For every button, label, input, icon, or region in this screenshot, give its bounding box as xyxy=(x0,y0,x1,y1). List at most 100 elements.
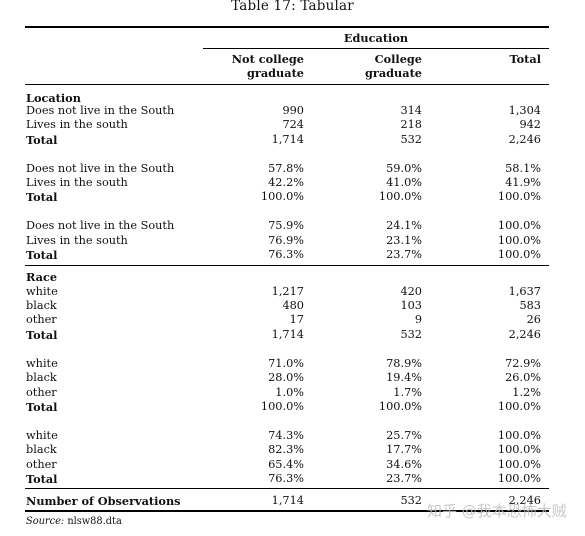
cell-col3: 72.9% xyxy=(505,357,541,370)
watermark: 知乎 @我本恐怖大贼 xyxy=(427,502,567,520)
cell-col3: 100.0% xyxy=(497,219,541,232)
row-label: black xyxy=(26,299,57,312)
cell-col1: 1.0% xyxy=(275,386,304,399)
cell-col2: 41.0% xyxy=(386,176,422,189)
row-label: Total xyxy=(26,248,58,262)
cell-col3: 100.0% xyxy=(497,458,541,471)
row-label: Lives in the south xyxy=(26,118,128,131)
cell-col3: 1,637 xyxy=(508,285,541,298)
cell-col1: 990 xyxy=(282,104,304,117)
header-not-college-graduate: Not college graduate xyxy=(231,52,304,80)
cell-col2: 24.1% xyxy=(386,219,422,232)
cell-col2: 103 xyxy=(400,299,422,312)
cell-col2: 23.7% xyxy=(386,472,422,485)
row-label: Lives in the south xyxy=(26,176,128,189)
cell-col3: 26 xyxy=(526,313,541,326)
cell-col1: 76.3% xyxy=(268,248,304,261)
header-col2-line1: College xyxy=(374,52,422,66)
cell-col1: 65.4% xyxy=(268,458,304,471)
cell-col1: 724 xyxy=(282,118,304,131)
cell-col2: 34.6% xyxy=(386,458,422,471)
header-college-graduate: College graduate xyxy=(364,52,422,80)
header-group-education: Education xyxy=(343,31,409,45)
row-label: Does not live in the South xyxy=(26,104,175,117)
cell-col3: 942 xyxy=(519,118,541,131)
row-label: white xyxy=(26,357,58,370)
cell-col2: 25.7% xyxy=(386,429,422,442)
row-label: other xyxy=(26,458,57,471)
table-caption: Table 17: Tabular xyxy=(231,0,354,14)
row-label: white xyxy=(26,429,58,442)
header-col1-line1: Not college xyxy=(231,52,304,66)
section-heading: Race xyxy=(26,270,58,284)
cell-col2: 314 xyxy=(400,104,422,117)
cell-col1: 100.0% xyxy=(260,400,304,413)
cell-col1: 71.0% xyxy=(268,357,304,370)
location-rule xyxy=(25,265,549,266)
row-label: Total xyxy=(26,400,58,414)
cell-col3: 58.1% xyxy=(505,162,541,175)
cell-col2: 1.7% xyxy=(393,386,422,399)
cell-col3: 2,246 xyxy=(508,133,541,146)
cell-col2: 218 xyxy=(400,118,422,131)
group-cmidrule xyxy=(203,48,549,49)
cell-col2: 100.0% xyxy=(378,190,422,203)
bottom-rule xyxy=(25,510,549,512)
row-label: Total xyxy=(26,133,58,147)
cell-col1: 76.9% xyxy=(268,234,304,247)
cell-col3: 1.2% xyxy=(512,386,541,399)
cell-col2: 23.1% xyxy=(386,234,422,247)
row-label: Does not live in the South xyxy=(26,219,175,232)
row-label: Number of Observations xyxy=(26,494,181,508)
cell-col2: 23.7% xyxy=(386,248,422,261)
header-total: Total xyxy=(509,52,541,66)
cell-col1: 1,714 xyxy=(271,133,304,146)
source-label: Source: xyxy=(26,516,65,527)
section-heading: Location xyxy=(26,91,81,105)
row-label: other xyxy=(26,386,57,399)
row-label: white xyxy=(26,285,58,298)
cell-col3: 100.0% xyxy=(497,190,541,203)
cell-col1: 42.2% xyxy=(268,176,304,189)
cell-col1: 75.9% xyxy=(268,219,304,232)
cell-col3: 1,304 xyxy=(508,104,541,117)
cell-col3: 2,246 xyxy=(508,494,541,507)
cell-col1: 1,217 xyxy=(271,285,304,298)
source-file: nlsw88.dta xyxy=(67,516,122,527)
row-label: Lives in the south xyxy=(26,234,128,247)
cell-col2: 9 xyxy=(414,313,422,326)
cell-col1: 100.0% xyxy=(260,190,304,203)
cell-col3: 2,246 xyxy=(508,328,541,341)
row-label: Total xyxy=(26,190,58,204)
cell-col2: 19.4% xyxy=(386,371,422,384)
cell-col2: 532 xyxy=(400,133,422,146)
header-col2-line2: graduate xyxy=(364,65,422,80)
cell-col1: 76.3% xyxy=(268,472,304,485)
cell-col2: 532 xyxy=(400,328,422,341)
cell-col3: 100.0% xyxy=(497,472,541,485)
cell-col1: 57.8% xyxy=(268,162,304,175)
row-label: other xyxy=(26,313,57,326)
cell-col3: 100.0% xyxy=(497,234,541,247)
cell-col3: 100.0% xyxy=(497,400,541,413)
cell-col1: 1,714 xyxy=(271,494,304,507)
race-end-rule xyxy=(25,488,549,489)
cell-col1: 82.3% xyxy=(268,443,304,456)
cell-col3: 100.0% xyxy=(497,443,541,456)
cell-col3: 583 xyxy=(519,299,541,312)
cell-col3: 41.9% xyxy=(505,176,541,189)
row-label: Does not live in the South xyxy=(26,162,175,175)
cell-col2: 59.0% xyxy=(386,162,422,175)
row-label: Total xyxy=(26,328,58,342)
header-rule xyxy=(25,84,549,85)
cell-col2: 100.0% xyxy=(378,400,422,413)
top-rule xyxy=(25,26,549,28)
cell-col3: 26.0% xyxy=(505,371,541,384)
row-label: Total xyxy=(26,472,58,486)
cell-col1: 74.3% xyxy=(268,429,304,442)
cell-col2: 532 xyxy=(400,494,422,507)
cell-col2: 17.7% xyxy=(386,443,422,456)
row-label: black xyxy=(26,443,57,456)
row-label: black xyxy=(26,371,57,384)
cell-col1: 480 xyxy=(282,299,304,312)
